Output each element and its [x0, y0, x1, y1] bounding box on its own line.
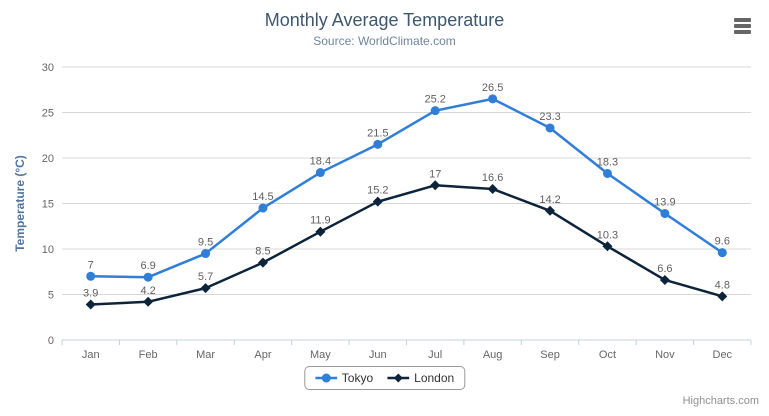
data-label-tokyo: 18.4: [310, 156, 331, 168]
x-axis-label: Aug: [483, 349, 503, 361]
legend-item-tokyo[interactable]: Tokyo: [314, 371, 374, 385]
data-point-london[interactable]: [545, 205, 556, 216]
data-label-london: 17: [429, 168, 441, 180]
data-label-tokyo: 18.3: [597, 156, 618, 168]
data-label-tokyo: 13.9: [654, 197, 675, 209]
y-axis-label: 20: [42, 153, 54, 165]
data-label-london: 5.7: [198, 271, 213, 283]
x-axis-label: Sep: [540, 349, 560, 361]
y-axis-label: 30: [42, 62, 54, 74]
data-label-tokyo: 7: [88, 259, 94, 271]
data-point-london[interactable]: [143, 296, 154, 307]
y-axis-label: 15: [42, 199, 54, 211]
chart-subtitle: Source: WorldClimate.com: [313, 34, 456, 48]
data-label-tokyo: 21.5: [367, 127, 388, 139]
data-point-tokyo[interactable]: [545, 123, 555, 133]
data-point-tokyo[interactable]: [488, 94, 498, 104]
x-axis-label: May: [310, 349, 331, 361]
data-label-london: 11.9: [310, 215, 331, 227]
x-axis-label: Mar: [196, 349, 215, 361]
x-axis-label: Jan: [82, 349, 100, 361]
chart-title: Monthly Average Temperature: [264, 10, 505, 30]
x-axis-label: Feb: [139, 349, 158, 361]
legend: Tokyo London: [303, 366, 466, 390]
data-point-tokyo[interactable]: [201, 249, 211, 259]
data-point-tokyo[interactable]: [315, 168, 325, 178]
data-point-london[interactable]: [315, 226, 326, 237]
data-label-london: 10.3: [597, 229, 618, 241]
y-axis-label: 10: [42, 244, 54, 256]
hamburger-menu-icon[interactable]: [731, 15, 754, 37]
menu-bar: [734, 30, 751, 34]
menu-bar: [734, 18, 751, 22]
menu-bar: [734, 24, 751, 28]
data-label-london: 4.2: [140, 285, 155, 297]
data-label-tokyo: 6.9: [140, 260, 155, 272]
legend-item-london[interactable]: London: [387, 371, 454, 385]
data-point-london[interactable]: [85, 299, 96, 310]
x-axis-label: Nov: [655, 349, 675, 361]
diamond-marker-icon: [387, 373, 410, 383]
data-label-london: 3.9: [83, 288, 98, 300]
x-axis-label: Jul: [428, 349, 442, 361]
x-axis-label: Apr: [254, 349, 271, 361]
circle-marker-icon: [314, 373, 337, 383]
data-point-london[interactable]: [200, 283, 211, 294]
y-axis-label: 0: [48, 335, 54, 347]
legend-label-tokyo: Tokyo: [341, 371, 374, 385]
x-axis-label: Dec: [713, 349, 733, 361]
data-point-tokyo[interactable]: [602, 168, 612, 178]
data-label-tokyo: 14.5: [252, 191, 273, 203]
data-label-tokyo: 9.6: [715, 236, 730, 248]
data-label-tokyo: 23.3: [539, 111, 560, 123]
data-label-london: 6.6: [657, 263, 672, 275]
data-point-london[interactable]: [430, 180, 441, 191]
highcharts-credit-link[interactable]: Highcharts.com: [682, 395, 759, 407]
data-point-london[interactable]: [602, 241, 613, 252]
data-point-tokyo[interactable]: [373, 139, 383, 149]
series-line-london: [90, 184, 723, 306]
data-label-tokyo: 26.5: [482, 82, 503, 94]
data-point-london[interactable]: [487, 183, 498, 194]
data-point-tokyo[interactable]: [660, 209, 670, 219]
series-line-tokyo: [90, 97, 723, 279]
x-axis-label: Jun: [369, 349, 387, 361]
data-point-london[interactable]: [372, 196, 383, 207]
data-point-london[interactable]: [717, 291, 728, 302]
x-axis-label: Oct: [599, 349, 616, 361]
data-label-tokyo: 9.5: [198, 237, 213, 249]
y-axis-title: Temperature (°C): [13, 155, 27, 252]
data-point-tokyo[interactable]: [143, 272, 153, 282]
data-point-london[interactable]: [257, 257, 268, 268]
data-label-london: 8.5: [255, 246, 270, 258]
data-label-london: 16.6: [482, 172, 503, 184]
data-label-london: 14.2: [539, 194, 560, 206]
data-label-london: 15.2: [367, 185, 388, 197]
data-point-tokyo[interactable]: [717, 248, 727, 258]
data-label-tokyo: 25.2: [424, 94, 445, 106]
data-point-tokyo[interactable]: [86, 271, 96, 281]
y-axis-label: 25: [42, 108, 54, 120]
data-point-tokyo[interactable]: [430, 106, 440, 116]
y-axis-label: 5: [48, 290, 54, 302]
data-point-london[interactable]: [659, 274, 670, 285]
data-label-london: 4.8: [715, 279, 730, 291]
legend-label-london: London: [414, 371, 455, 385]
data-point-tokyo[interactable]: [258, 203, 268, 213]
